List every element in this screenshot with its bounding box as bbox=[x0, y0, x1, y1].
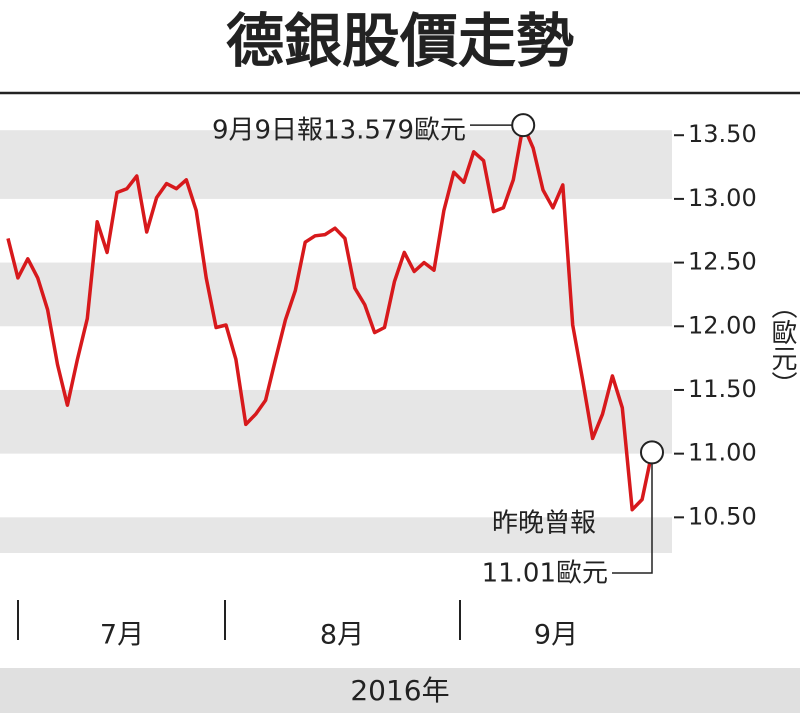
x-axis-label: 2016年 bbox=[350, 674, 449, 707]
highlight-point bbox=[511, 113, 536, 138]
y-tick-label: 11.00 bbox=[688, 439, 757, 467]
highlight-point bbox=[640, 440, 664, 465]
annotation: 11.01歐元 bbox=[482, 559, 608, 589]
price-line bbox=[6, 123, 654, 512]
band bbox=[0, 517, 672, 553]
y-axis-label: （歐元） bbox=[767, 293, 797, 397]
y-tick-label: 13.50 bbox=[688, 120, 757, 148]
x-tick-label: 8月 bbox=[320, 620, 364, 651]
annotation: 昨晚曾報 bbox=[492, 509, 596, 539]
chart-title: 德銀股價走勢 bbox=[226, 7, 574, 75]
footer-band bbox=[0, 668, 800, 713]
y-tick-label: 11.50 bbox=[688, 375, 757, 403]
bands bbox=[0, 130, 672, 553]
y-tick-label: 10.50 bbox=[688, 502, 757, 530]
band bbox=[0, 389, 672, 454]
y-tick-label: 12.00 bbox=[688, 311, 757, 339]
y-tick-label: 12.50 bbox=[688, 248, 757, 276]
x-tick-label: 9月 bbox=[534, 620, 578, 651]
y-tick-label: 13.00 bbox=[688, 184, 757, 212]
leader-line bbox=[612, 463, 653, 574]
band bbox=[0, 262, 672, 327]
x-tick-label: 7月 bbox=[100, 620, 144, 651]
annotation: 9月9日報13.579歐元 bbox=[212, 116, 466, 146]
